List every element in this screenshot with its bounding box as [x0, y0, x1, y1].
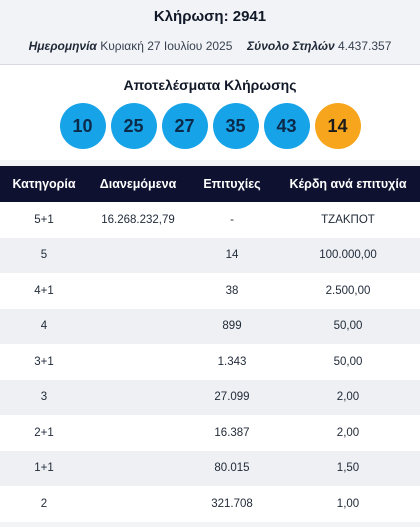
distributed-cell	[88, 238, 188, 274]
category-cell: 2+1	[34, 426, 54, 439]
results-section: Αποτελέσματα Κλήρωσης 10 25 27 35 43 14	[0, 65, 420, 160]
number-ball: 10	[59, 103, 106, 149]
distributed-cell	[88, 273, 188, 309]
winners-cell: 1.343	[217, 355, 247, 368]
winners-cell: 16.387	[214, 426, 250, 439]
winners-cell: 899	[222, 320, 242, 333]
table-row: 5+1 16.268.232,79 - ΤΖΑΚΠΟΤ	[0, 202, 420, 238]
number-ball: 43	[263, 103, 310, 149]
draw-title: Κλήρωση: 2941	[153, 8, 267, 25]
header-category: Κατηγορία	[12, 177, 76, 191]
columns-value: 4.437.357	[338, 39, 392, 53]
winners-cell: 80.015	[214, 462, 250, 475]
category-cell: 3	[40, 391, 48, 404]
winners-cell: 38	[225, 284, 239, 297]
table-row: 2 321.708 1,00	[0, 486, 420, 522]
table-row: 3+1 1.343 50,00	[0, 344, 420, 380]
number-ball: 25	[110, 103, 157, 149]
distributed-cell	[88, 415, 188, 451]
distributed-cell	[88, 309, 188, 345]
prize-cell: 1,50	[336, 462, 360, 475]
distributed-cell: 16.268.232,79	[101, 213, 175, 226]
date-label: Ημερομηνία	[28, 39, 97, 53]
results-title: Αποτελέσματα Κλήρωσης	[123, 77, 297, 93]
winners-cell: 27.099	[214, 391, 250, 404]
winners-cell: 14	[225, 249, 239, 262]
prize-cell: 100.000,00	[319, 249, 377, 262]
prize-table: Κατηγορία Διανεμόμενα Επιτυχίες Κέρδη αν…	[0, 166, 420, 522]
table-header-row: Κατηγορία Διανεμόμενα Επιτυχίες Κέρδη αν…	[0, 166, 420, 202]
category-cell: 5	[40, 249, 48, 262]
prize-cell: 50,00	[333, 320, 363, 333]
prize-cell: ΤΖΑΚΠΟΤ	[321, 213, 375, 226]
prize-cell: 2,00	[336, 426, 360, 439]
table-row: 1+1 80.015 1,50	[0, 450, 420, 487]
draw-header: Κλήρωση: 2941 Ημερομηνία Κυριακή 27 Ιουλ…	[0, 0, 420, 65]
winners-cell: 321.708	[211, 497, 253, 510]
table-row: 4 899 50,00	[0, 308, 420, 345]
number-ball: 27	[161, 103, 208, 149]
header-prize: Κέρδη ανά επιτυχία	[289, 177, 407, 191]
distributed-cell	[88, 451, 188, 487]
category-cell: 4	[40, 320, 48, 333]
category-cell: 2	[40, 497, 48, 510]
table-row: 3 27.099 2,00	[0, 379, 420, 416]
draw-meta: Ημερομηνία Κυριακή 27 Ιουλίου 2025 Σύνολ…	[0, 39, 420, 53]
winners-cell: -	[230, 213, 234, 226]
category-cell: 3+1	[34, 355, 54, 368]
table-row: 5 14 100.000,00	[0, 237, 420, 274]
prize-cell: 2.500,00	[325, 284, 371, 297]
winning-numbers: 10 25 27 35 43 14	[0, 103, 420, 149]
table-row: 2+1 16.387 2,00	[0, 415, 420, 451]
distributed-cell	[88, 344, 188, 380]
distributed-cell	[88, 486, 188, 522]
bonus-ball: 14	[314, 103, 361, 149]
date-value: Κυριακή 27 Ιουλίου 2025	[100, 39, 233, 53]
category-cell: 5+1	[34, 213, 54, 226]
prize-cell: 1,00	[336, 497, 360, 510]
distributed-cell	[88, 380, 188, 416]
category-cell: 1+1	[34, 462, 54, 475]
number-ball: 35	[212, 103, 259, 149]
columns-label: Σύνολο Στηλών	[247, 39, 335, 53]
header-winners: Επιτυχίες	[203, 177, 261, 191]
table-row: 4+1 38 2.500,00	[0, 273, 420, 309]
header-distributed: Διανεμόμενα	[99, 177, 177, 191]
prize-cell: 50,00	[333, 355, 363, 368]
category-cell: 4+1	[34, 284, 54, 297]
prize-cell: 2,00	[336, 391, 360, 404]
